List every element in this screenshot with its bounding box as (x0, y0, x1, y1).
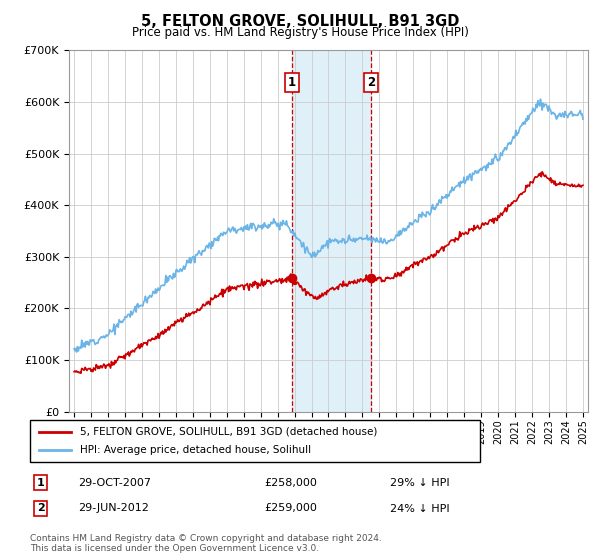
Text: 2: 2 (367, 76, 375, 90)
Text: Price paid vs. HM Land Registry's House Price Index (HPI): Price paid vs. HM Land Registry's House … (131, 26, 469, 39)
Text: 2: 2 (37, 503, 44, 514)
Text: 1: 1 (287, 76, 296, 90)
Text: Contains HM Land Registry data © Crown copyright and database right 2024.
This d: Contains HM Land Registry data © Crown c… (30, 534, 382, 553)
FancyBboxPatch shape (30, 420, 480, 462)
Text: 5, FELTON GROVE, SOLIHULL, B91 3GD: 5, FELTON GROVE, SOLIHULL, B91 3GD (141, 14, 459, 29)
Text: 29-OCT-2007: 29-OCT-2007 (78, 478, 151, 488)
Text: HPI: Average price, detached house, Solihull: HPI: Average price, detached house, Soli… (79, 445, 311, 455)
Bar (292, 50, 371, 412)
Text: £258,000: £258,000 (264, 478, 317, 488)
Text: £259,000: £259,000 (264, 503, 317, 514)
Text: 5, FELTON GROVE, SOLIHULL, B91 3GD (detached house): 5, FELTON GROVE, SOLIHULL, B91 3GD (deta… (79, 427, 377, 437)
Text: 1: 1 (37, 478, 44, 488)
Text: 29-JUN-2012: 29-JUN-2012 (78, 503, 149, 514)
Text: 29% ↓ HPI: 29% ↓ HPI (390, 478, 449, 488)
Text: 24% ↓ HPI: 24% ↓ HPI (390, 503, 449, 514)
